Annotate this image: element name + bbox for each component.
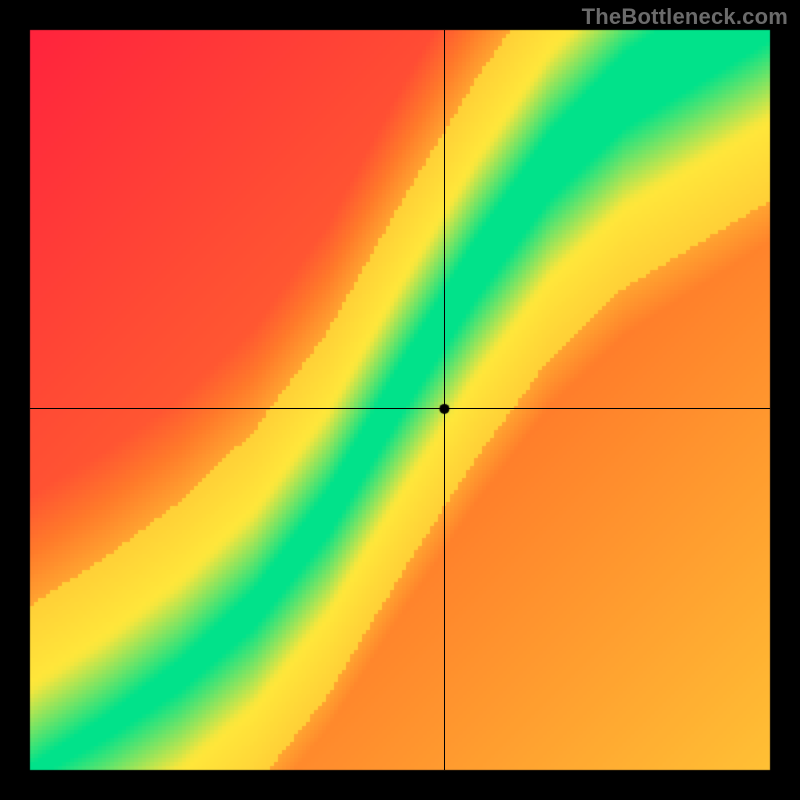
crosshair-horizontal (30, 408, 770, 409)
watermark-text: TheBottleneck.com (582, 4, 788, 30)
heatmap-canvas (0, 0, 800, 800)
crosshair-vertical (444, 30, 445, 770)
chart-wrapper: TheBottleneck.com (0, 0, 800, 800)
